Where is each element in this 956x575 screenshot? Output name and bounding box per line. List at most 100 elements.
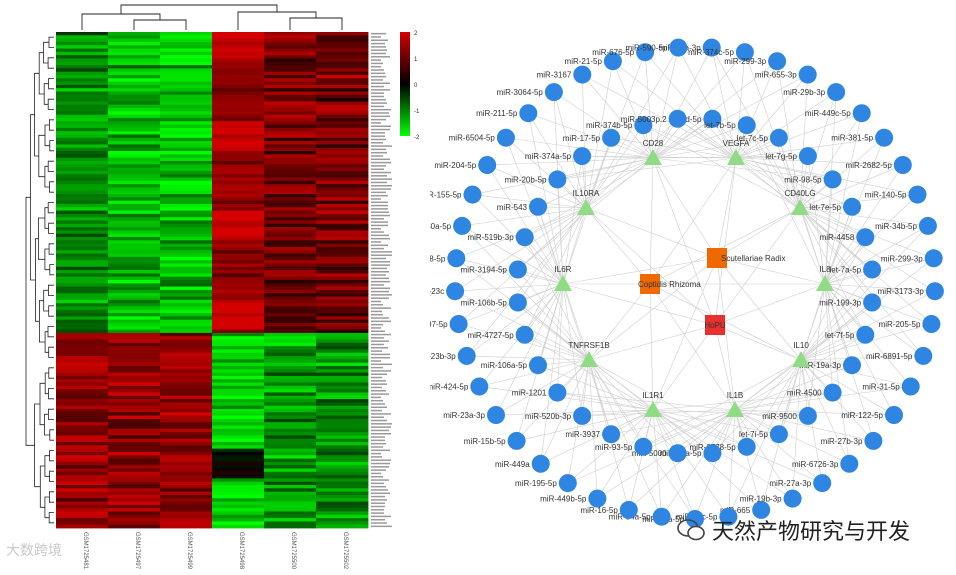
heatmap-cell — [212, 180, 265, 185]
heatmap-cell — [212, 332, 265, 337]
heatmap-cell — [56, 375, 109, 380]
dendrogram-branch — [34, 403, 41, 488]
heatmap-cell — [56, 170, 109, 175]
heatmap-cell — [316, 418, 369, 423]
heatmap-cell — [316, 379, 369, 383]
dendrogram-branch — [44, 455, 50, 477]
gene-label — [371, 300, 381, 303]
heatmap-cell — [160, 511, 213, 516]
gene-label — [371, 151, 387, 154]
network-edge — [557, 157, 737, 180]
heatmap-cell — [108, 94, 161, 99]
heatmap-cell — [160, 197, 213, 202]
gene-label — [371, 475, 383, 478]
heatmap-cell — [56, 154, 109, 159]
network-edge — [799, 207, 866, 335]
node-label: miR-205-5p — [879, 320, 921, 329]
gene-label — [371, 317, 389, 319]
network-edge — [799, 164, 903, 209]
heatmap-cell — [264, 415, 317, 420]
heatmap-cell — [264, 190, 317, 195]
heatmap-cell — [56, 309, 109, 314]
heatmap-cell — [108, 81, 161, 86]
heatmap-cell — [56, 177, 109, 182]
dendrogram-branch — [25, 196, 35, 446]
heatmap-cell — [160, 428, 213, 433]
network-edge — [776, 61, 801, 209]
dendrogram-branch — [38, 52, 45, 95]
heatmap-cell — [108, 491, 161, 496]
heatmap-cell — [212, 197, 265, 202]
heatmap-cell — [316, 134, 369, 139]
network-edge — [716, 257, 802, 361]
heatmap-cell — [108, 117, 161, 122]
gene-label — [371, 158, 390, 161]
heatmap-cell — [108, 313, 161, 317]
node-label: miR-20b-5p — [505, 175, 547, 184]
heatmap-cell — [160, 435, 213, 440]
gene-label — [371, 343, 384, 346]
gene-label — [371, 274, 386, 276]
heatmap-cell — [108, 237, 161, 241]
heatmap-cell — [316, 508, 369, 512]
gene-label — [371, 426, 391, 428]
heatmap-cell — [264, 392, 317, 397]
heatmap-cell — [264, 157, 317, 162]
network-edge — [652, 409, 662, 517]
heatmap-cell — [316, 35, 369, 40]
network-edge — [677, 118, 737, 159]
heatmap-cell — [108, 508, 161, 512]
heatmap-cell — [160, 51, 213, 56]
gene-label — [371, 436, 385, 438]
heatmap-cell — [212, 237, 265, 241]
gene-label — [371, 254, 392, 256]
dendrogram-branch — [49, 119, 54, 131]
heatmap-cell — [108, 227, 161, 231]
network-edge — [735, 157, 833, 180]
network-edge — [524, 283, 564, 335]
gene-label — [371, 227, 381, 230]
heatmap-cell — [56, 283, 109, 288]
column-dendrogram — [81, 4, 343, 30]
mirna-node — [531, 454, 550, 473]
heatmap-cell — [108, 478, 161, 483]
gene-label — [371, 92, 384, 94]
network-edge — [734, 386, 911, 411]
heatmap-cell — [56, 346, 109, 350]
heatmap-cell — [108, 121, 161, 125]
heatmap-cell — [108, 194, 161, 198]
mirna-node — [737, 437, 756, 456]
heatmap-cell — [316, 71, 369, 76]
gene-label — [371, 492, 390, 495]
dendrogram-branch — [44, 413, 50, 436]
heatmap-cell — [56, 442, 109, 446]
network-edge — [505, 137, 587, 209]
heatmap-cell — [316, 372, 369, 377]
heatmap-cell — [160, 306, 213, 311]
network-edge — [585, 47, 679, 209]
heatmap-cell — [108, 451, 161, 456]
network-edge — [649, 157, 654, 285]
mirna-node — [548, 170, 567, 189]
heatmap-cell — [212, 415, 265, 420]
heatmap-cell — [160, 124, 213, 129]
heatmap-cell — [160, 104, 213, 109]
heatmap-cell — [108, 48, 161, 53]
heatmap-cell — [108, 283, 161, 288]
gene-label — [371, 446, 383, 448]
network-edge — [677, 47, 737, 159]
heatmap-cell — [56, 144, 109, 149]
heatmap-cell — [212, 223, 265, 228]
heatmap-cell — [160, 227, 213, 231]
heatmap-cell — [56, 524, 109, 529]
heatmap-cell — [316, 197, 369, 202]
gene-label — [371, 52, 386, 55]
heatmap-cell — [160, 342, 213, 347]
heatmap-cell — [108, 223, 161, 228]
heatmap-cell — [160, 389, 213, 393]
dendrogram-branch — [48, 222, 54, 234]
heatmap-cell — [212, 478, 265, 483]
network-edge — [562, 257, 718, 285]
heatmap-cell — [56, 299, 109, 304]
gene-label — [371, 237, 390, 240]
